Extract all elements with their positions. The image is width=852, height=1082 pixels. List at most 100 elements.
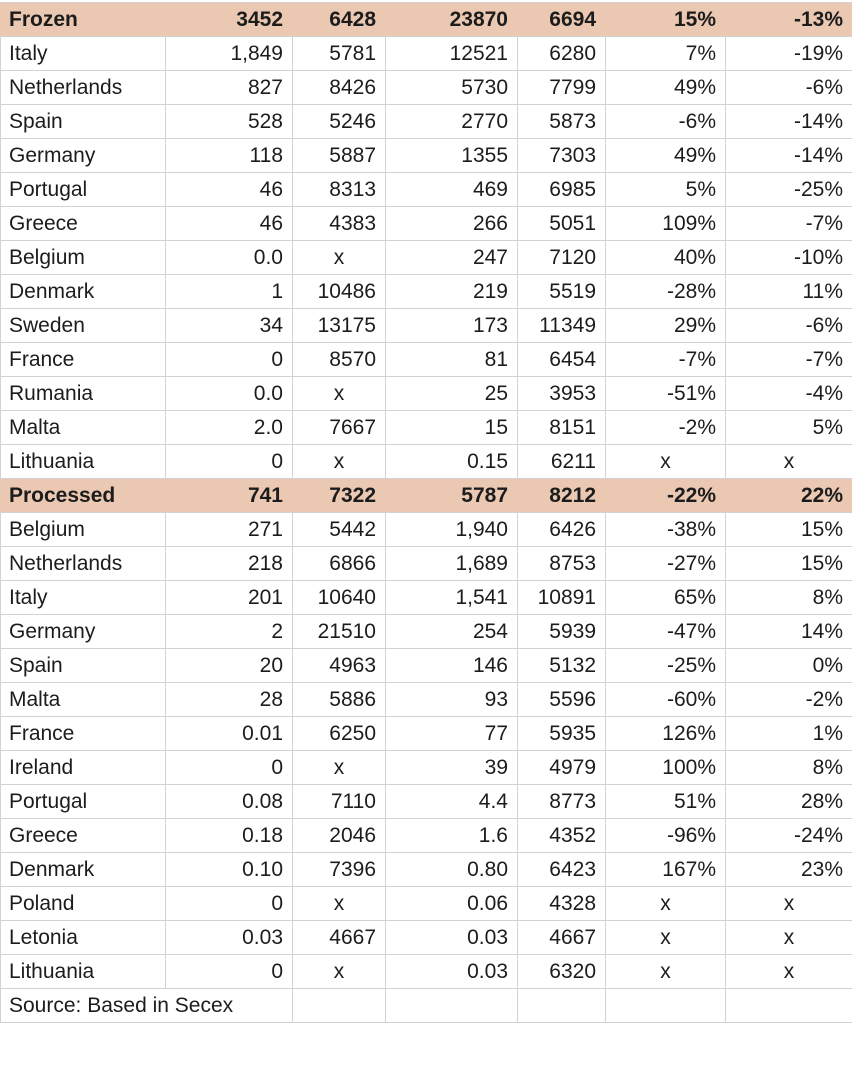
table-footer: Source: Based in Secex bbox=[0, 988, 852, 1023]
cell-value: 4667 bbox=[517, 920, 606, 955]
cell-value: 1% bbox=[725, 716, 852, 751]
empty-cell bbox=[605, 988, 726, 1023]
cell-value: 173 bbox=[385, 308, 518, 343]
cell-value: 0 bbox=[165, 342, 293, 377]
cell-value: 10891 bbox=[517, 580, 606, 615]
row-label: Denmark bbox=[0, 852, 166, 887]
cell-value: 0 bbox=[165, 954, 293, 989]
cell-value: -14% bbox=[725, 138, 852, 173]
cell-value: -6% bbox=[725, 308, 852, 343]
cell-value: 0.08 bbox=[165, 784, 293, 819]
cell-value: 4.4 bbox=[385, 784, 518, 819]
cell-value: 201 bbox=[165, 580, 293, 615]
cell-value: 6866 bbox=[292, 546, 386, 581]
cell-value: 2046 bbox=[292, 818, 386, 853]
table-row: Netherlands 827 8426 5730 7799 49% -6% bbox=[0, 70, 852, 105]
cell-value: 5781 bbox=[292, 36, 386, 71]
cell-value: -14% bbox=[725, 104, 852, 139]
cell-value: 0.03 bbox=[385, 920, 518, 955]
cell-value: x bbox=[292, 444, 386, 479]
cell-value: 5051 bbox=[517, 206, 606, 241]
cell-value: 266 bbox=[385, 206, 518, 241]
cell-value: -96% bbox=[605, 818, 726, 853]
cell-value: 5% bbox=[725, 410, 852, 445]
cell-value: -28% bbox=[605, 274, 726, 309]
cell-value: 7110 bbox=[292, 784, 386, 819]
table-row: Italy 1,849 5781 12521 6280 7% -19% bbox=[0, 36, 852, 71]
row-label: Belgium bbox=[0, 240, 166, 275]
table-body: Frozen 3452 6428 23870 6694 15% -13% Italy 1,849… bbox=[0, 2, 852, 989]
cell-value: 11349 bbox=[517, 308, 606, 343]
section-header-row: Frozen 3452 6428 23870 6694 15% -13% bbox=[0, 2, 852, 37]
table-row: France 0.01 6250 77 5935 126% 1% bbox=[0, 716, 852, 751]
cell-value: 28% bbox=[725, 784, 852, 819]
cell-value: 109% bbox=[605, 206, 726, 241]
section-header-row: Processed 741 7322 5787 8212 -22% 22% bbox=[0, 478, 852, 513]
cell-value: 5935 bbox=[517, 716, 606, 751]
row-label: Netherlands bbox=[0, 70, 166, 105]
row-label: Poland bbox=[0, 886, 166, 921]
cell-value: 1,940 bbox=[385, 512, 518, 547]
cell-value: 0.03 bbox=[165, 920, 293, 955]
cell-value: 81 bbox=[385, 342, 518, 377]
cell-value: 126% bbox=[605, 716, 726, 751]
cell-value: 15% bbox=[605, 2, 726, 37]
cell-value: 14% bbox=[725, 614, 852, 649]
row-label: Denmark bbox=[0, 274, 166, 309]
cell-value: x bbox=[292, 750, 386, 785]
cell-value: 51% bbox=[605, 784, 726, 819]
cell-value: 21510 bbox=[292, 614, 386, 649]
cell-value: x bbox=[292, 240, 386, 275]
cell-value: 20 bbox=[165, 648, 293, 683]
cell-value: 15 bbox=[385, 410, 518, 445]
row-label: Spain bbox=[0, 648, 166, 683]
cell-value: 13175 bbox=[292, 308, 386, 343]
cell-value: x bbox=[292, 954, 386, 989]
cell-value: 6320 bbox=[517, 954, 606, 989]
cell-value: 6423 bbox=[517, 852, 606, 887]
table-row: Portugal 0.08 7110 4.4 8773 51% 28% bbox=[0, 784, 852, 819]
source-note: Source: Based in Secex bbox=[0, 988, 293, 1023]
section-label: Frozen bbox=[0, 2, 166, 37]
cell-value: 8% bbox=[725, 750, 852, 785]
cell-value: 1 bbox=[165, 274, 293, 309]
table-row: Belgium 0.0 x 247 7120 40% -10% bbox=[0, 240, 852, 275]
cell-value: 0.01 bbox=[165, 716, 293, 751]
cell-value: 10486 bbox=[292, 274, 386, 309]
cell-value: -6% bbox=[725, 70, 852, 105]
cell-value: 77 bbox=[385, 716, 518, 751]
cell-value: 29% bbox=[605, 308, 726, 343]
cell-value: x bbox=[605, 444, 726, 479]
row-label: Lithuania bbox=[0, 954, 166, 989]
cell-value: 4667 bbox=[292, 920, 386, 955]
cell-value: 1,849 bbox=[165, 36, 293, 71]
row-label: Belgium bbox=[0, 512, 166, 547]
cell-value: 741 bbox=[165, 478, 293, 513]
cell-value: 8570 bbox=[292, 342, 386, 377]
cell-value: 15% bbox=[725, 546, 852, 581]
row-label: Portugal bbox=[0, 784, 166, 819]
cell-value: 4963 bbox=[292, 648, 386, 683]
cell-value: 8313 bbox=[292, 172, 386, 207]
table-row: Greece 46 4383 266 5051 109% -7% bbox=[0, 206, 852, 241]
cell-value: 5787 bbox=[385, 478, 518, 513]
table-row: Denmark 1 10486 219 5519 -28% 11% bbox=[0, 274, 852, 309]
cell-value: 5442 bbox=[292, 512, 386, 547]
cell-value: 0.80 bbox=[385, 852, 518, 887]
empty-cell bbox=[385, 988, 518, 1023]
cell-value: x bbox=[605, 886, 726, 921]
cell-value: 5596 bbox=[517, 682, 606, 717]
cell-value: 7396 bbox=[292, 852, 386, 887]
row-label: Germany bbox=[0, 138, 166, 173]
cell-value: 247 bbox=[385, 240, 518, 275]
empty-cell bbox=[517, 988, 606, 1023]
cell-value: 3953 bbox=[517, 376, 606, 411]
cell-value: -7% bbox=[725, 206, 852, 241]
table-row: Malta 28 5886 93 5596 -60% -2% bbox=[0, 682, 852, 717]
cell-value: 0 bbox=[165, 886, 293, 921]
cell-value: 49% bbox=[605, 138, 726, 173]
cell-value: 7% bbox=[605, 36, 726, 71]
cell-value: 1.6 bbox=[385, 818, 518, 853]
cell-value: 7799 bbox=[517, 70, 606, 105]
cell-value: 8426 bbox=[292, 70, 386, 105]
